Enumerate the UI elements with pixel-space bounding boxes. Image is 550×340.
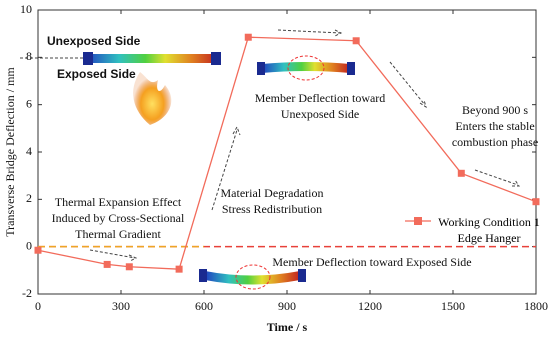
illustrations (20, 29, 520, 290)
x-tick-label: 300 (112, 299, 130, 313)
fire-icon (133, 72, 172, 125)
beam-icon (86, 54, 218, 63)
annotation: Stress Redistribution (222, 202, 322, 216)
x-axis-label: Time / s (267, 320, 308, 334)
x-tick-label: 600 (195, 299, 213, 313)
annotation: Enters the stable (455, 119, 534, 133)
x-tick-label: 900 (278, 299, 296, 313)
annotation: Member Deflection toward (255, 91, 386, 105)
y-tick-label: 0 (26, 238, 32, 252)
data-point (244, 33, 252, 41)
data-point (175, 265, 183, 273)
y-tick-label: -2 (22, 286, 32, 300)
annotation: Unexposed Side (47, 34, 141, 48)
y-tick-label: 2 (26, 191, 32, 205)
annotation: Member Deflection toward Exposed Side (272, 255, 471, 269)
annotation: Beyond 900 s (462, 103, 528, 117)
data-point (532, 198, 540, 206)
annotation: Material Degradation (221, 186, 324, 200)
y-tick-label: 6 (26, 96, 32, 110)
annotation: Thermal Gradient (75, 227, 161, 241)
y-tick-label: 8 (26, 49, 32, 63)
legend: Working Condition 1 Edge Hanger (405, 214, 544, 246)
plot-frame (37, 9, 537, 295)
data-point (457, 169, 465, 177)
series-line (37, 36, 537, 270)
data-point (125, 263, 133, 271)
data-point (34, 246, 42, 254)
beam-icon (262, 62, 350, 73)
annotation: Induced by Cross-Sectional (52, 211, 185, 225)
x-tick-label: 1800 (524, 299, 548, 313)
beam-icon (205, 271, 300, 285)
y-tick-label: 10 (20, 2, 32, 16)
data-point (352, 37, 360, 45)
annotation: Exposed Side (57, 67, 136, 81)
annotation: Thermal Expansion Effect (55, 195, 182, 209)
annotation: Unexposed Side (281, 107, 359, 121)
data-point (103, 260, 111, 268)
legend-label: Working Condition 1 Edge Hanger (438, 215, 540, 245)
legend-marker (405, 217, 431, 225)
annotation: combustion phase (452, 135, 538, 149)
x-tick-label: 1500 (441, 299, 465, 313)
y-tick-label: 4 (26, 144, 32, 158)
y-axis-label: Transverse Bridge Deflection / mm (3, 67, 17, 237)
x-tick-label: 1200 (358, 299, 382, 313)
x-tick-label: 0 (35, 299, 41, 313)
